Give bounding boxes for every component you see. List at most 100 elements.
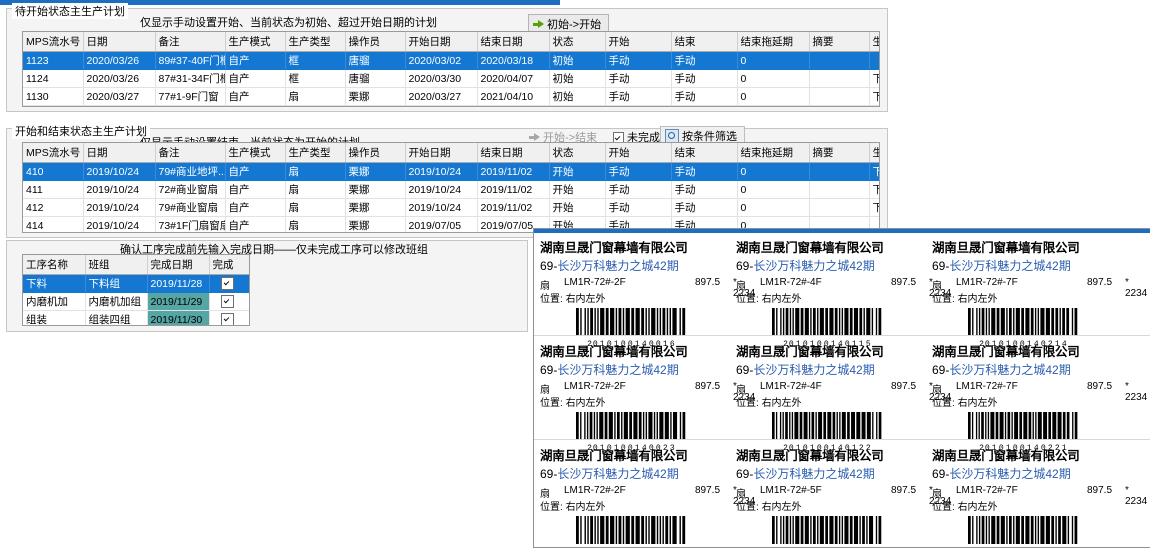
done-checkbox-icon[interactable]	[220, 313, 234, 325]
table-cell[interactable]: 412	[23, 198, 84, 217]
table-cell[interactable]: 手动	[671, 198, 738, 217]
table-cell[interactable]: 79#商业窗扇	[155, 198, 226, 217]
table-cell[interactable]: 唐骝	[345, 69, 406, 88]
table-cell[interactable]: 自产	[225, 69, 286, 88]
table-cell[interactable]: 扇	[285, 180, 346, 199]
table-cell[interactable]: 扇	[285, 216, 346, 232]
process-grid[interactable]: 工序名称 班组 完成日期 完成 下料 下料组 2019/11/28 内磨机加 内磨机加组 201…	[22, 254, 250, 326]
column-header[interactable]: 结束拖延期	[737, 32, 810, 52]
table-cell[interactable]: 0	[737, 162, 810, 181]
table-cell[interactable]: 1124	[23, 69, 84, 88]
table-cell[interactable]: 框	[285, 69, 346, 88]
table-cell[interactable]: 2019/10/24	[405, 162, 478, 181]
process-date-cell[interactable]: 2019/11/30	[147, 310, 210, 325]
table-cell[interactable]: 栗娜	[345, 216, 406, 232]
table-cell[interactable]: 下料组	[869, 87, 879, 106]
column-header[interactable]: 完成日期	[147, 255, 210, 275]
table-cell[interactable]: 2019/10/24	[83, 198, 156, 217]
column-header[interactable]: 备注	[155, 32, 226, 52]
table-cell[interactable]: 手动	[605, 69, 672, 88]
process-team-cell[interactable]: 下料组	[85, 274, 148, 293]
done-checkbox-icon[interactable]	[220, 295, 234, 308]
table-cell[interactable]: 开始	[549, 180, 606, 199]
table-cell[interactable]: 2020/03/27	[83, 87, 156, 106]
column-header[interactable]: 结束	[671, 143, 738, 163]
table-cell[interactable]: 2019/10/24	[83, 216, 156, 232]
table-cell[interactable]: 87#31-34F门框	[155, 69, 226, 88]
column-header[interactable]: 开始	[605, 32, 672, 52]
table-cell[interactable]: 2019/10/24	[83, 180, 156, 199]
table-cell[interactable]: 自产	[225, 162, 286, 181]
column-header[interactable]: 工序名称	[23, 255, 86, 275]
column-header[interactable]: 操作员	[345, 143, 406, 163]
init-to-start-button[interactable]: 初始->开始	[528, 14, 610, 34]
table-cell[interactable]: 2020/03/27	[405, 87, 478, 106]
table-cell[interactable]: 2020/03/30	[405, 69, 478, 88]
table-cell[interactable]	[809, 87, 870, 106]
table-cell[interactable]	[809, 198, 870, 217]
table-cell[interactable]: 唐骝	[345, 51, 406, 70]
table-row[interactable]: 1124 2020/03/26 87#31-34F门框 自产框唐骝 2020/03/30…	[23, 69, 879, 88]
column-header[interactable]: 操作员	[345, 32, 406, 52]
table-cell[interactable]: 手动	[671, 180, 738, 199]
column-header[interactable]: 生产模式	[225, 143, 286, 163]
column-header[interactable]: 状态	[549, 32, 606, 52]
table-cell[interactable]: 下料组	[869, 162, 879, 181]
column-header[interactable]: MPS流水号	[23, 143, 84, 163]
process-date-cell[interactable]: 2019/11/29	[147, 292, 210, 311]
table-row[interactable]: 412 2019/10/24 79#商业窗扇 自产扇栗娜 2019/10/24 2019/…	[23, 198, 879, 217]
table-cell[interactable]: 下料组	[869, 198, 879, 217]
column-header[interactable]: 生产班组	[869, 143, 879, 163]
table-cell[interactable]: 自产	[225, 51, 286, 70]
process-name-cell[interactable]: 内磨机加	[23, 292, 86, 311]
table-row[interactable]: 内磨机加 内磨机加组 2019/11/29	[23, 292, 249, 311]
table-cell[interactable]: 1130	[23, 87, 84, 106]
column-header[interactable]: 生产模式	[225, 32, 286, 52]
table-cell[interactable]: 初始	[549, 87, 606, 106]
table-cell[interactable]: 2019/11/02	[477, 180, 550, 199]
column-header[interactable]: 结束日期	[477, 143, 550, 163]
table-cell[interactable]: 2019/11/02	[477, 162, 550, 181]
table-cell[interactable]: 栗娜	[345, 180, 406, 199]
table-cell[interactable]	[809, 162, 870, 181]
column-header[interactable]: 班组	[85, 255, 148, 275]
table-cell[interactable]: 手动	[605, 198, 672, 217]
table-cell[interactable]: 下料组	[869, 180, 879, 199]
label-print-preview-panel[interactable]: 湖南旦晟门窗幕墙有限公司 69-长沙万科魅力之城42期扇 LM1R-72#-2F 89…	[533, 228, 1150, 548]
table-cell[interactable]: 手动	[605, 87, 672, 106]
start-to-end-button[interactable]: 开始->结束	[524, 127, 605, 147]
column-header[interactable]: 结束日期	[477, 32, 550, 52]
table-cell[interactable]: 栗娜	[345, 162, 406, 181]
table-cell[interactable]: 自产	[225, 180, 286, 199]
column-header[interactable]: 完成	[209, 255, 249, 275]
column-header[interactable]: 生产班组	[869, 32, 879, 52]
table-cell[interactable]: 手动	[671, 51, 738, 70]
table-cell[interactable]	[869, 216, 879, 232]
table-cell[interactable]: 扇	[285, 198, 346, 217]
table-cell[interactable]: 初始	[549, 51, 606, 70]
table-cell[interactable]: 2019/07/05	[477, 216, 550, 232]
column-header[interactable]: 摘要	[809, 32, 870, 52]
table-cell[interactable]: 0	[737, 51, 810, 70]
table-cell[interactable]: 2019/07/05	[405, 216, 478, 232]
process-team-cell[interactable]: 内磨机加组	[85, 292, 148, 311]
column-header[interactable]: 日期	[83, 32, 156, 52]
table-cell[interactable]: 自产	[225, 198, 286, 217]
table-cell[interactable]: 79#商业地坪...	[155, 162, 226, 181]
table-cell[interactable]: 初始	[549, 69, 606, 88]
table-cell[interactable]: 2019/10/24	[83, 162, 156, 181]
table-cell[interactable]	[809, 69, 870, 88]
table-cell[interactable]: 2020/03/26	[83, 69, 156, 88]
process-team-cell[interactable]: 组装四组	[85, 310, 148, 325]
table-cell[interactable]	[809, 180, 870, 199]
table-cell[interactable]: 2020/03/18	[477, 51, 550, 70]
table-cell[interactable]	[869, 51, 879, 70]
table-cell[interactable]	[809, 51, 870, 70]
process-done-cell[interactable]	[209, 274, 249, 293]
table-row[interactable]: 1123 2020/03/26 89#37-40F门框 自产框唐骝 2020/03/02…	[23, 51, 879, 70]
table-cell[interactable]: 73#1F门扇窗扇	[155, 216, 226, 232]
table-cell[interactable]: 手动	[605, 162, 672, 181]
table-cell[interactable]: 栗娜	[345, 198, 406, 217]
table-row[interactable]: 组装 组装四组 2019/11/30	[23, 310, 249, 325]
table-cell[interactable]: 扇	[285, 87, 346, 106]
